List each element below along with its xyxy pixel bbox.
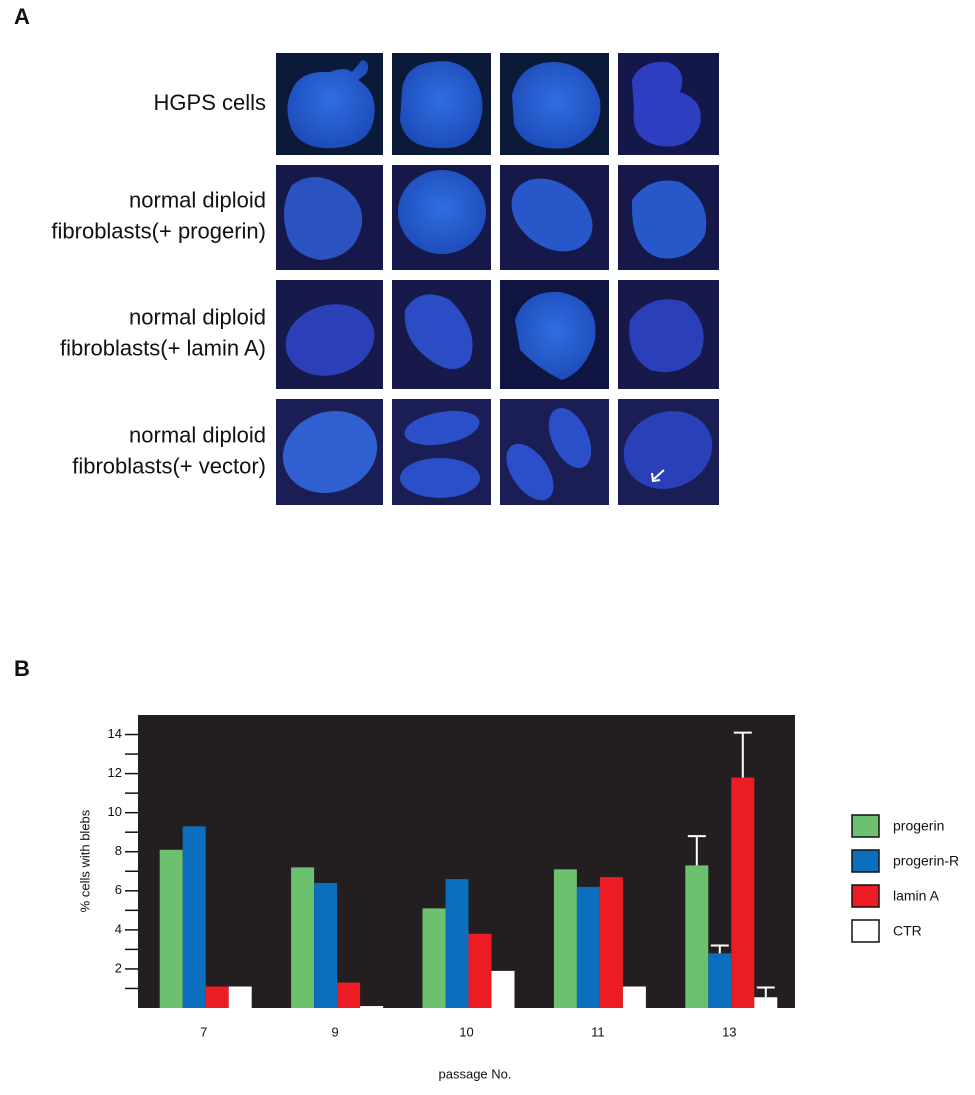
bar	[445, 879, 469, 1008]
bar	[731, 777, 755, 1008]
y-tick-label: 10	[108, 804, 122, 819]
nucleus	[282, 410, 378, 494]
nucleus	[398, 170, 486, 254]
y-tick-label: 4	[115, 921, 122, 936]
nucleus	[629, 299, 704, 373]
bar	[182, 826, 206, 1008]
nucleus	[623, 411, 713, 489]
nucleus	[404, 410, 480, 446]
bar	[291, 867, 315, 1008]
nucleus	[506, 443, 554, 501]
bar	[228, 986, 252, 1008]
x-tick-label: 9	[331, 1024, 338, 1039]
nucleus	[631, 180, 707, 259]
error-bar	[756, 986, 775, 998]
row-label: fibroblasts(+ vector)	[72, 453, 266, 478]
nucleus	[548, 408, 592, 468]
row-label: normal diploid	[129, 422, 266, 447]
error-bar	[710, 944, 729, 954]
bar	[360, 1006, 384, 1008]
row-label: HGPS cells	[154, 90, 266, 115]
legend-swatch	[851, 849, 880, 873]
x-tick-label: 13	[722, 1024, 736, 1039]
x-axis-label: passage No.	[439, 1066, 512, 1081]
nucleus	[400, 61, 483, 149]
bar	[685, 865, 709, 1008]
bar	[205, 986, 229, 1008]
bar	[622, 986, 646, 1008]
arrow	[653, 469, 665, 480]
nucleus	[404, 294, 473, 369]
nucleus	[632, 61, 701, 147]
nucleus	[400, 458, 480, 498]
y-tick-label: 2	[115, 960, 122, 975]
legend-swatch	[851, 919, 880, 943]
row-label: fibroblasts(+ progerin)	[51, 218, 266, 243]
error-bar	[733, 731, 752, 778]
arrow-head	[651, 472, 661, 483]
row-label: normal diploid	[129, 187, 266, 212]
nucleus	[284, 176, 363, 260]
bar	[468, 933, 492, 1008]
legend-label: progerin-R	[893, 853, 959, 869]
bar	[491, 970, 515, 1008]
bar	[708, 953, 732, 1008]
x-tick-label: 11	[591, 1024, 605, 1039]
nucleus	[285, 304, 375, 376]
x-tick-label: 7	[200, 1024, 207, 1039]
panel-label: A	[14, 4, 30, 29]
error-bar	[687, 835, 706, 866]
legend-swatch	[851, 814, 880, 838]
bar	[159, 849, 183, 1008]
bar	[754, 997, 778, 1008]
nucleus	[287, 60, 375, 149]
legend-label: progerin	[893, 818, 944, 834]
y-axis-label: % cells with blebs	[77, 809, 92, 912]
nucleus	[515, 291, 596, 380]
micrograph-grid	[276, 53, 719, 505]
y-tick-label: 14	[108, 726, 122, 741]
panel-label: B	[14, 656, 30, 681]
legend-label: lamin A	[893, 888, 940, 904]
nucleus	[511, 178, 593, 252]
legend-label: CTR	[893, 923, 922, 939]
bar	[576, 886, 600, 1008]
x-tick-label: 10	[459, 1024, 473, 1039]
bar	[314, 882, 338, 1008]
bar	[599, 877, 623, 1008]
y-tick-label: 12	[108, 765, 122, 780]
bar	[553, 869, 577, 1008]
bar	[337, 982, 361, 1008]
row-label: normal diploid	[129, 304, 266, 329]
legend-swatch	[851, 884, 880, 908]
y-tick-label: 8	[115, 843, 122, 858]
y-tick-label: 6	[115, 882, 122, 897]
nucleus	[512, 62, 601, 149]
row-label: fibroblasts(+ lamin A)	[60, 335, 266, 360]
bar	[422, 908, 446, 1008]
